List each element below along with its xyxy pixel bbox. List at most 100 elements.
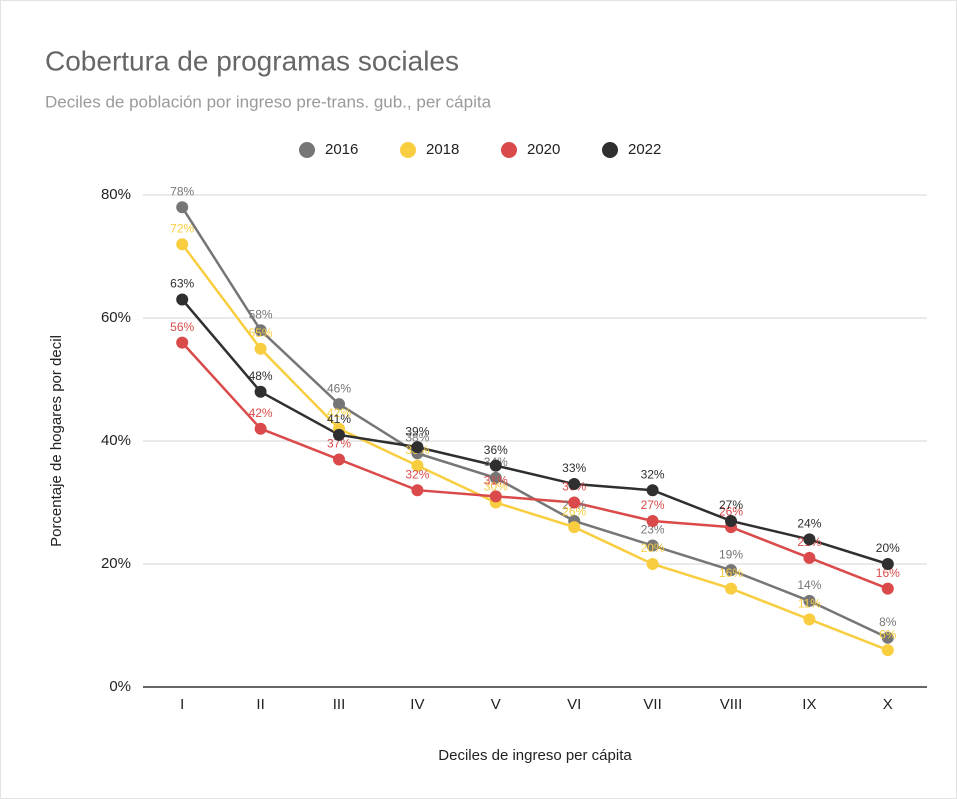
data-point <box>803 613 816 626</box>
data-label: 27% <box>641 498 665 512</box>
x-tick-label: VI <box>567 696 581 713</box>
series-line <box>181 243 889 652</box>
y-tick-label: 40% <box>101 432 131 449</box>
x-tick-label: I <box>180 696 184 713</box>
data-point <box>881 558 894 570</box>
data-label: 27% <box>719 498 743 512</box>
data-label: 33% <box>562 461 586 475</box>
data-point <box>646 539 659 552</box>
x-tick-label: VII <box>643 696 661 713</box>
y-tick-label: 20% <box>101 555 131 572</box>
data-label: 20% <box>876 541 900 555</box>
data-point <box>881 582 894 595</box>
data-label: 6% <box>879 627 897 641</box>
data-label: 36% <box>484 443 508 457</box>
data-label: 32% <box>641 467 665 481</box>
data-label: 41% <box>327 412 351 426</box>
legend-marker <box>602 142 618 158</box>
data-label: 78% <box>170 184 194 198</box>
y-axis-title: Porcentaje de hogares por decil <box>48 335 65 547</box>
data-label: 24% <box>797 517 821 531</box>
legend-label: 2018 <box>426 141 459 158</box>
data-point <box>725 564 737 577</box>
data-point <box>725 514 737 527</box>
data-label: 26% <box>562 504 586 518</box>
data-label: 39% <box>405 424 429 438</box>
data-point <box>881 631 894 644</box>
legend-label: 2016 <box>325 141 358 158</box>
data-label: 32% <box>405 467 429 481</box>
data-point <box>254 342 267 355</box>
x-tick-label: II <box>256 696 264 713</box>
data-label: 63% <box>170 277 194 291</box>
data-point <box>803 551 816 564</box>
data-label: 58% <box>249 307 273 321</box>
data-point <box>176 293 189 306</box>
data-point <box>333 398 345 411</box>
series-line <box>181 341 889 590</box>
data-label: 37% <box>327 437 351 451</box>
data-label: 72% <box>170 221 194 235</box>
legend-marker <box>400 142 416 158</box>
data-point <box>646 514 659 527</box>
legend-label: 2020 <box>527 141 560 158</box>
data-point <box>333 428 345 441</box>
data-point <box>176 238 189 251</box>
data-point <box>254 422 267 435</box>
data-label: 42% <box>249 406 273 420</box>
data-point <box>254 385 267 398</box>
chart-title: Cobertura de programas sociales <box>45 45 459 76</box>
data-label: 8% <box>879 615 897 629</box>
data-label: 16% <box>719 566 743 580</box>
data-label: 42% <box>327 406 351 420</box>
data-point <box>489 459 502 472</box>
data-point <box>254 324 267 337</box>
data-label: 23% <box>641 523 665 537</box>
data-label: 46% <box>327 381 351 395</box>
legend-marker <box>299 142 315 158</box>
data-label: 48% <box>249 369 273 383</box>
data-point <box>568 478 581 491</box>
data-label: 55% <box>249 326 273 340</box>
chart-subtitle: Deciles de población por ingreso pre-tra… <box>45 92 492 111</box>
legend-label: 2022 <box>628 141 661 158</box>
data-label: 38% <box>405 430 429 444</box>
data-label: 14% <box>797 578 821 592</box>
data-point <box>568 521 581 534</box>
data-point <box>568 496 581 509</box>
data-label: 11% <box>798 597 821 611</box>
data-point <box>489 490 502 503</box>
y-tick-label: 0% <box>109 678 131 695</box>
data-point <box>411 484 424 497</box>
data-point <box>803 594 816 607</box>
data-point <box>803 533 816 546</box>
data-label: 19% <box>719 547 743 561</box>
x-axis-title: Deciles de ingreso per cápita <box>438 747 632 764</box>
data-label: 20% <box>641 541 665 555</box>
data-point <box>333 453 345 466</box>
data-point <box>411 459 424 472</box>
x-tick-label: V <box>491 696 501 713</box>
data-point <box>176 336 189 349</box>
legend-marker <box>501 142 517 158</box>
series-line <box>181 298 889 566</box>
y-tick-label: 60% <box>101 309 131 326</box>
data-label: 26% <box>719 504 743 518</box>
data-point <box>176 201 189 214</box>
data-label: 31% <box>484 474 508 488</box>
data-point <box>725 582 737 595</box>
x-tick-label: IV <box>410 696 424 713</box>
x-tick-label: X <box>883 696 893 713</box>
data-point <box>411 441 424 454</box>
x-tick-label: IX <box>802 696 816 713</box>
data-label: 30% <box>484 480 508 494</box>
data-point <box>646 558 659 570</box>
data-point <box>881 644 894 657</box>
x-tick-label: VIII <box>720 696 743 713</box>
data-point <box>646 484 659 497</box>
data-label: 56% <box>170 320 194 334</box>
x-tick-label: III <box>333 696 346 713</box>
y-tick-label: 80% <box>101 186 131 203</box>
